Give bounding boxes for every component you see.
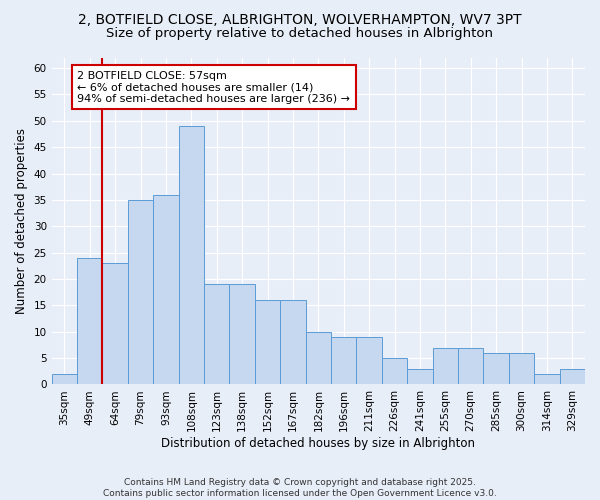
Bar: [255, 300, 280, 384]
Bar: [509, 353, 534, 384]
Bar: [52, 374, 77, 384]
Bar: [484, 353, 509, 384]
Bar: [356, 337, 382, 384]
X-axis label: Distribution of detached houses by size in Albrighton: Distribution of detached houses by size …: [161, 437, 475, 450]
Bar: [280, 300, 305, 384]
Bar: [534, 374, 560, 384]
Bar: [153, 194, 179, 384]
Bar: [128, 200, 153, 384]
Bar: [407, 368, 433, 384]
Bar: [331, 337, 356, 384]
Text: 2 BOTFIELD CLOSE: 57sqm
← 6% of detached houses are smaller (14)
94% of semi-det: 2 BOTFIELD CLOSE: 57sqm ← 6% of detached…: [77, 70, 350, 104]
Text: 2, BOTFIELD CLOSE, ALBRIGHTON, WOLVERHAMPTON, WV7 3PT: 2, BOTFIELD CLOSE, ALBRIGHTON, WOLVERHAM…: [78, 12, 522, 26]
Bar: [433, 348, 458, 385]
Bar: [179, 126, 204, 384]
Bar: [229, 284, 255, 384]
Bar: [77, 258, 103, 384]
Bar: [382, 358, 407, 384]
Bar: [458, 348, 484, 385]
Y-axis label: Number of detached properties: Number of detached properties: [15, 128, 28, 314]
Bar: [560, 368, 585, 384]
Bar: [103, 263, 128, 384]
Text: Size of property relative to detached houses in Albrighton: Size of property relative to detached ho…: [107, 28, 493, 40]
Bar: [204, 284, 229, 384]
Bar: [305, 332, 331, 384]
Text: Contains HM Land Registry data © Crown copyright and database right 2025.
Contai: Contains HM Land Registry data © Crown c…: [103, 478, 497, 498]
